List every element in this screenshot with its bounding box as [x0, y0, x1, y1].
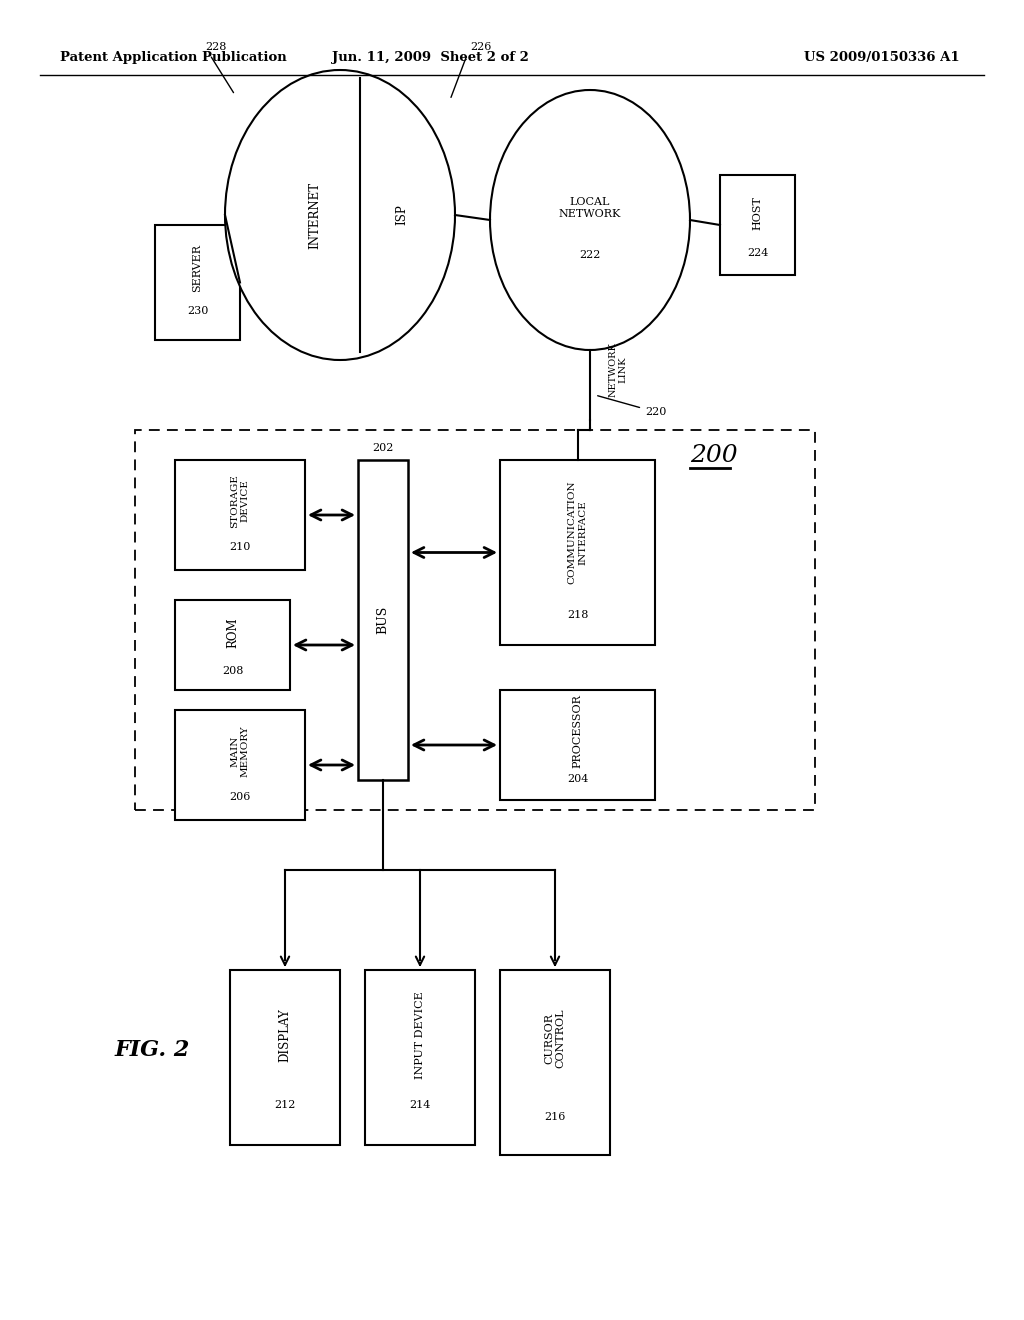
Text: 214: 214	[410, 1101, 431, 1110]
Text: 200: 200	[690, 444, 737, 466]
Text: 206: 206	[229, 792, 251, 803]
Text: INTERNET: INTERNET	[308, 181, 322, 248]
Text: 230: 230	[186, 305, 208, 315]
Text: Jun. 11, 2009  Sheet 2 of 2: Jun. 11, 2009 Sheet 2 of 2	[332, 51, 528, 65]
Text: Patent Application Publication: Patent Application Publication	[60, 51, 287, 65]
Text: 220: 220	[598, 396, 667, 417]
Text: 212: 212	[274, 1101, 296, 1110]
Bar	[175, 601, 290, 690]
Text: 202: 202	[373, 444, 393, 453]
Text: 226: 226	[451, 42, 492, 98]
Text: 204: 204	[567, 774, 588, 784]
Bar	[175, 459, 305, 570]
Text: 224: 224	[746, 248, 768, 257]
Text: FIG. 2: FIG. 2	[115, 1039, 190, 1061]
Ellipse shape	[225, 70, 455, 360]
Text: 222: 222	[580, 249, 601, 260]
Bar	[365, 970, 475, 1144]
Text: PROCESSOR: PROCESSOR	[572, 694, 583, 768]
Text: 218: 218	[567, 610, 588, 619]
Text: ROM: ROM	[226, 618, 239, 648]
Text: LOCAL
NETWORK: LOCAL NETWORK	[559, 197, 622, 219]
Text: 216: 216	[545, 1111, 565, 1122]
Bar	[155, 224, 240, 341]
Bar	[500, 459, 655, 645]
Text: CURSOR
CONTROL: CURSOR CONTROL	[544, 1008, 566, 1068]
Bar	[135, 430, 815, 810]
Text: SERVER: SERVER	[193, 244, 203, 293]
Text: NETWORK
LINK: NETWORK LINK	[608, 343, 628, 397]
Bar	[720, 176, 795, 275]
Text: ISP: ISP	[395, 205, 409, 226]
Text: DISPLAY: DISPLAY	[279, 1008, 292, 1063]
Text: INPUT DEVICE: INPUT DEVICE	[415, 991, 425, 1080]
Text: COMMUNICATION
INTERFACE: COMMUNICATION INTERFACE	[567, 480, 587, 585]
Text: 228: 228	[205, 42, 233, 92]
Bar	[230, 970, 340, 1144]
Bar	[500, 690, 655, 800]
Text: BUS: BUS	[377, 606, 389, 634]
Text: MAIN
MEMORY: MAIN MEMORY	[230, 725, 250, 776]
Bar	[175, 710, 305, 820]
Text: 210: 210	[229, 543, 251, 552]
Text: STORAGE
DEVICE: STORAGE DEVICE	[230, 474, 250, 528]
Bar	[358, 459, 408, 780]
Text: US 2009/0150336 A1: US 2009/0150336 A1	[805, 51, 961, 65]
Text: HOST: HOST	[753, 197, 763, 230]
Text: 208: 208	[222, 667, 243, 676]
Ellipse shape	[490, 90, 690, 350]
Bar	[500, 970, 610, 1155]
